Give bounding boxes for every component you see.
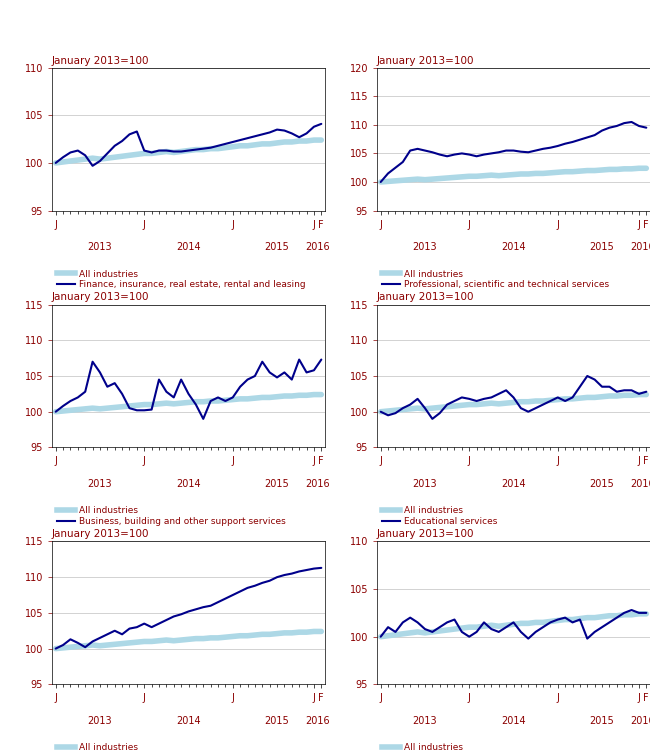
Text: 2013: 2013 [413, 479, 437, 489]
Text: 2015: 2015 [590, 716, 614, 726]
Text: 2014: 2014 [176, 242, 201, 252]
Text: 2015: 2015 [265, 242, 289, 252]
Text: 2015: 2015 [265, 716, 289, 726]
Legend: All industries, Health care and social assistance: All industries, Health care and social a… [57, 743, 231, 752]
Text: 2013: 2013 [413, 716, 437, 726]
Text: 2013: 2013 [88, 479, 112, 489]
Text: 2016: 2016 [630, 479, 650, 489]
Text: 2014: 2014 [501, 479, 526, 489]
Text: 2015: 2015 [265, 479, 289, 489]
Text: 2015: 2015 [590, 479, 614, 489]
Text: January 2013=100: January 2013=100 [377, 293, 474, 302]
Text: 2016: 2016 [630, 716, 650, 726]
Text: 2014: 2014 [176, 716, 201, 726]
Text: 2016: 2016 [630, 242, 650, 252]
Text: January 2013=100: January 2013=100 [377, 56, 474, 65]
Text: 2015: 2015 [590, 242, 614, 252]
Text: 2013: 2013 [88, 716, 112, 726]
Legend: All industries, Professional, scientific and technical services: All industries, Professional, scientific… [382, 269, 609, 290]
Text: January 2013=100: January 2013=100 [52, 293, 150, 302]
Text: 2016: 2016 [306, 479, 330, 489]
Legend: All industries, Information, culture and recreation: All industries, Information, culture and… [382, 743, 563, 752]
Legend: All industries, Business, building and other support services: All industries, Business, building and o… [57, 506, 286, 526]
Text: January 2013=100: January 2013=100 [52, 56, 150, 65]
Text: 2014: 2014 [501, 242, 526, 252]
Text: 2014: 2014 [501, 716, 526, 726]
Legend: All industries, Educational services: All industries, Educational services [382, 506, 497, 526]
Text: January 2013=100: January 2013=100 [52, 529, 150, 539]
Text: January 2013=100: January 2013=100 [377, 529, 474, 539]
Legend: All industries, Finance, insurance, real estate, rental and leasing: All industries, Finance, insurance, real… [57, 269, 306, 290]
Text: 2013: 2013 [413, 242, 437, 252]
Text: 2013: 2013 [88, 242, 112, 252]
Text: 2016: 2016 [306, 242, 330, 252]
Text: 2014: 2014 [176, 479, 201, 489]
Text: 2016: 2016 [306, 716, 330, 726]
